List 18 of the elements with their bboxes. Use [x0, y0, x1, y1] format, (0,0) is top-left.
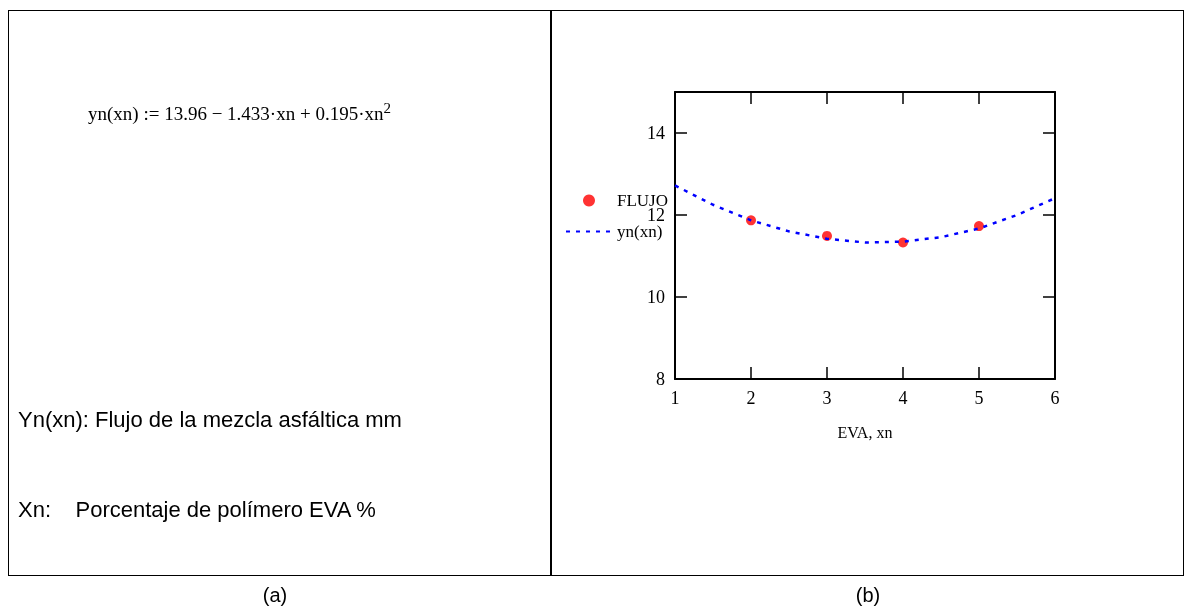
y-tick-label: 12 [647, 205, 665, 225]
x-tick-label: 1 [670, 388, 680, 408]
text: (a) [262, 584, 288, 607]
legend-label: yn(xn) [617, 222, 663, 241]
x-tick-label: 5 [974, 388, 984, 408]
y-tick-label: 8 [656, 369, 665, 389]
text: (b) [855, 584, 881, 607]
text: Yn(xn): Flujo de la mezcla asfáltica mm [18, 406, 403, 434]
x-tick-label: 4 [898, 388, 908, 408]
x-axis-title: EVA, xn [837, 423, 893, 441]
x-tick-label: 6 [1050, 388, 1060, 408]
text: Xn: Porcentaje de polímero EVA % [18, 496, 377, 524]
text: yn(xn) := 13.96 − 1.433·xn + 0.195·xn$^{2}$ [88, 100, 392, 126]
y-tick-label: 10 [647, 287, 665, 307]
point [974, 221, 984, 232]
x-tick-label: 2 [746, 388, 756, 408]
x-tick-label: 3 [822, 388, 832, 408]
y-tick-label: 14 [647, 123, 665, 143]
